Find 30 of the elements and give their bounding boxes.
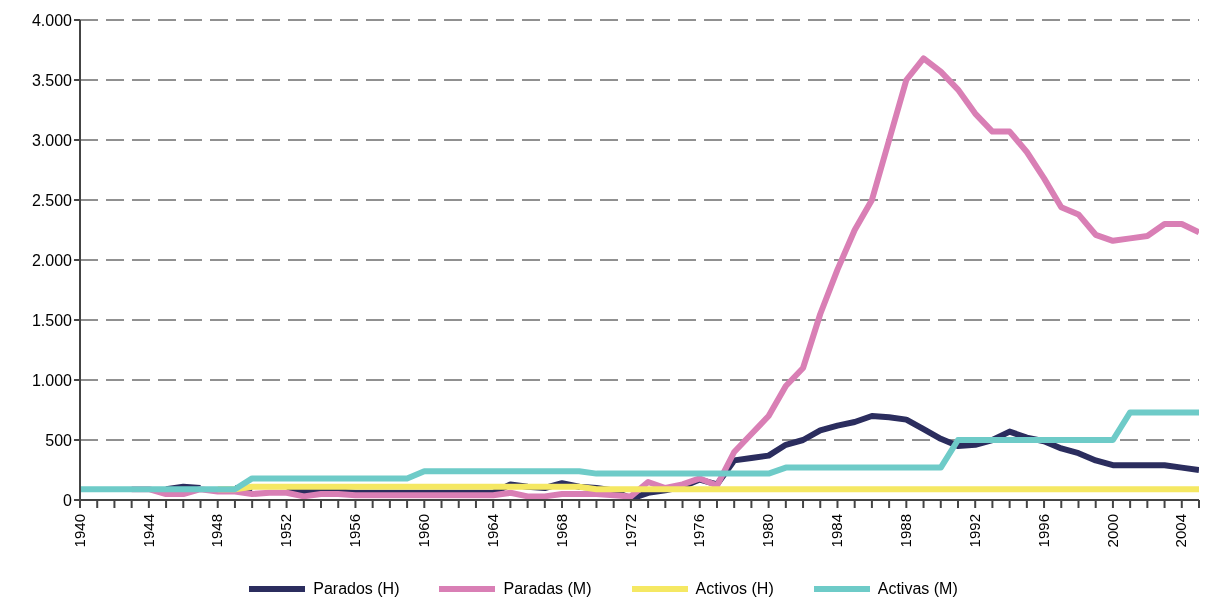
legend-label: Activos (H) [695, 580, 774, 598]
x-tick-label: 1988 [896, 514, 914, 548]
x-tick-label: 1972 [621, 514, 639, 548]
x-tick-label: 1992 [965, 514, 983, 548]
x-tick-label: 2004 [1172, 514, 1190, 548]
x-tick-label: 2000 [1103, 514, 1121, 548]
x-tick-label: 1996 [1034, 514, 1052, 548]
x-tick-label: 1980 [759, 514, 777, 548]
x-tick-label: 1952 [277, 514, 295, 548]
x-tick-label: 1976 [690, 514, 708, 548]
y-tick-label: 500 [45, 431, 73, 449]
x-tick-label: 1948 [208, 514, 226, 548]
x-tick-label: 1944 [139, 514, 157, 548]
y-tick-label: 4.000 [31, 11, 73, 29]
y-tick-label: 1.500 [31, 311, 73, 329]
x-tick-label: 1960 [414, 514, 432, 548]
x-tick-label: 1968 [552, 514, 570, 548]
x-tick-label: 1956 [346, 514, 364, 548]
y-tick-label: 2.000 [31, 251, 73, 269]
y-tick-label: 1.000 [31, 371, 73, 389]
y-tick-label: 3.000 [31, 131, 73, 149]
legend-label: Parados (H) [313, 580, 400, 598]
y-tick-label: 0 [63, 491, 73, 509]
y-tick-label: 2.500 [31, 191, 73, 209]
x-tick-label: 1964 [483, 514, 501, 548]
legend-label: Activas (M) [877, 580, 958, 598]
legend-label: Paradas (M) [503, 580, 592, 598]
y-tick-label: 3.500 [31, 71, 73, 89]
x-tick-label: 1984 [828, 514, 846, 548]
x-tick-label: 1940 [70, 514, 88, 548]
